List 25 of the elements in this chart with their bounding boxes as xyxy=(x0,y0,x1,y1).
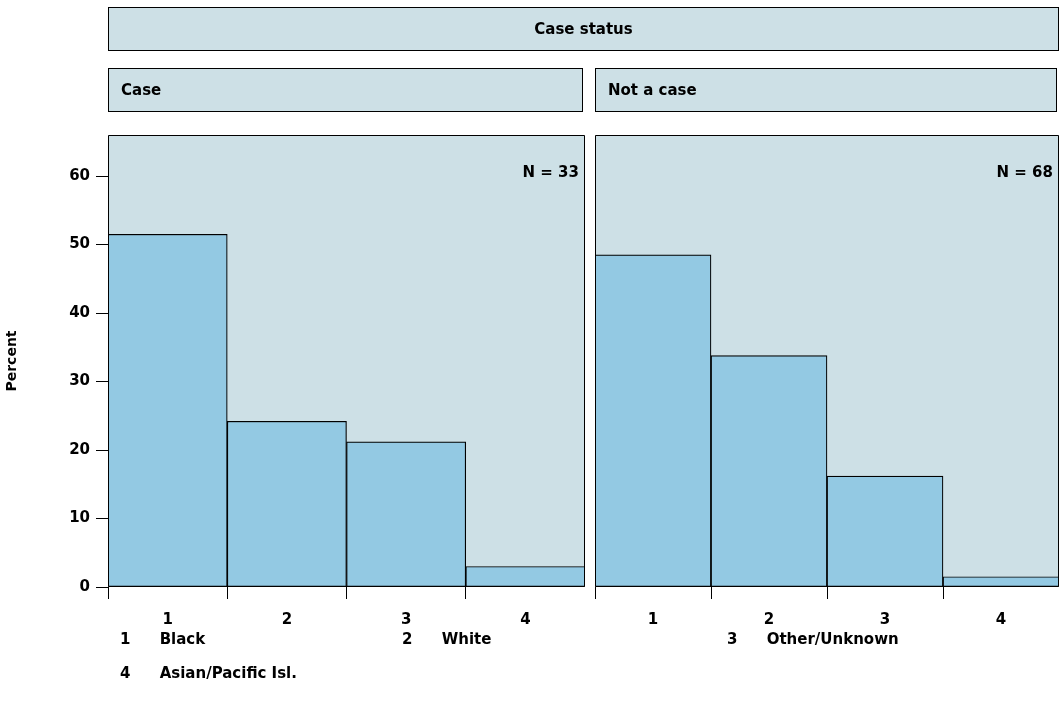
y-tick-label: 60 xyxy=(69,165,90,184)
chart-subtitle: Not a case xyxy=(595,68,1057,112)
y-axis-title: Percent xyxy=(3,330,20,392)
annotation: N = 68 xyxy=(996,163,1053,181)
y-tick-label: 40 xyxy=(69,302,90,321)
x-tick-label: 2 xyxy=(763,609,775,628)
x-tick-label: 3 xyxy=(400,609,412,628)
y-tick-label: 20 xyxy=(69,439,90,458)
y-tick-label: 10 xyxy=(69,508,90,527)
text: 4 Asian/Pacific Isl. xyxy=(120,664,297,682)
x-tick-label: 1 xyxy=(162,609,173,628)
text: 2 White xyxy=(402,630,492,648)
y-tick-label: 30 xyxy=(69,371,90,390)
text: 1 Black xyxy=(120,630,206,648)
y-tick-label: 50 xyxy=(69,234,90,253)
y-tick-label: 0 xyxy=(79,576,90,595)
chart-title: Case status xyxy=(108,7,1059,51)
text: 3 Other/Unknown xyxy=(727,630,899,648)
chart-subtitle: Case xyxy=(108,68,583,112)
x-tick-label: 2 xyxy=(281,609,293,628)
x-tick-label: 4 xyxy=(995,609,1007,628)
x-tick-label: 4 xyxy=(520,609,531,628)
x-tick-label: 3 xyxy=(879,609,891,628)
x-tick-label: 1 xyxy=(647,609,659,628)
annotation: N = 33 xyxy=(522,163,579,181)
